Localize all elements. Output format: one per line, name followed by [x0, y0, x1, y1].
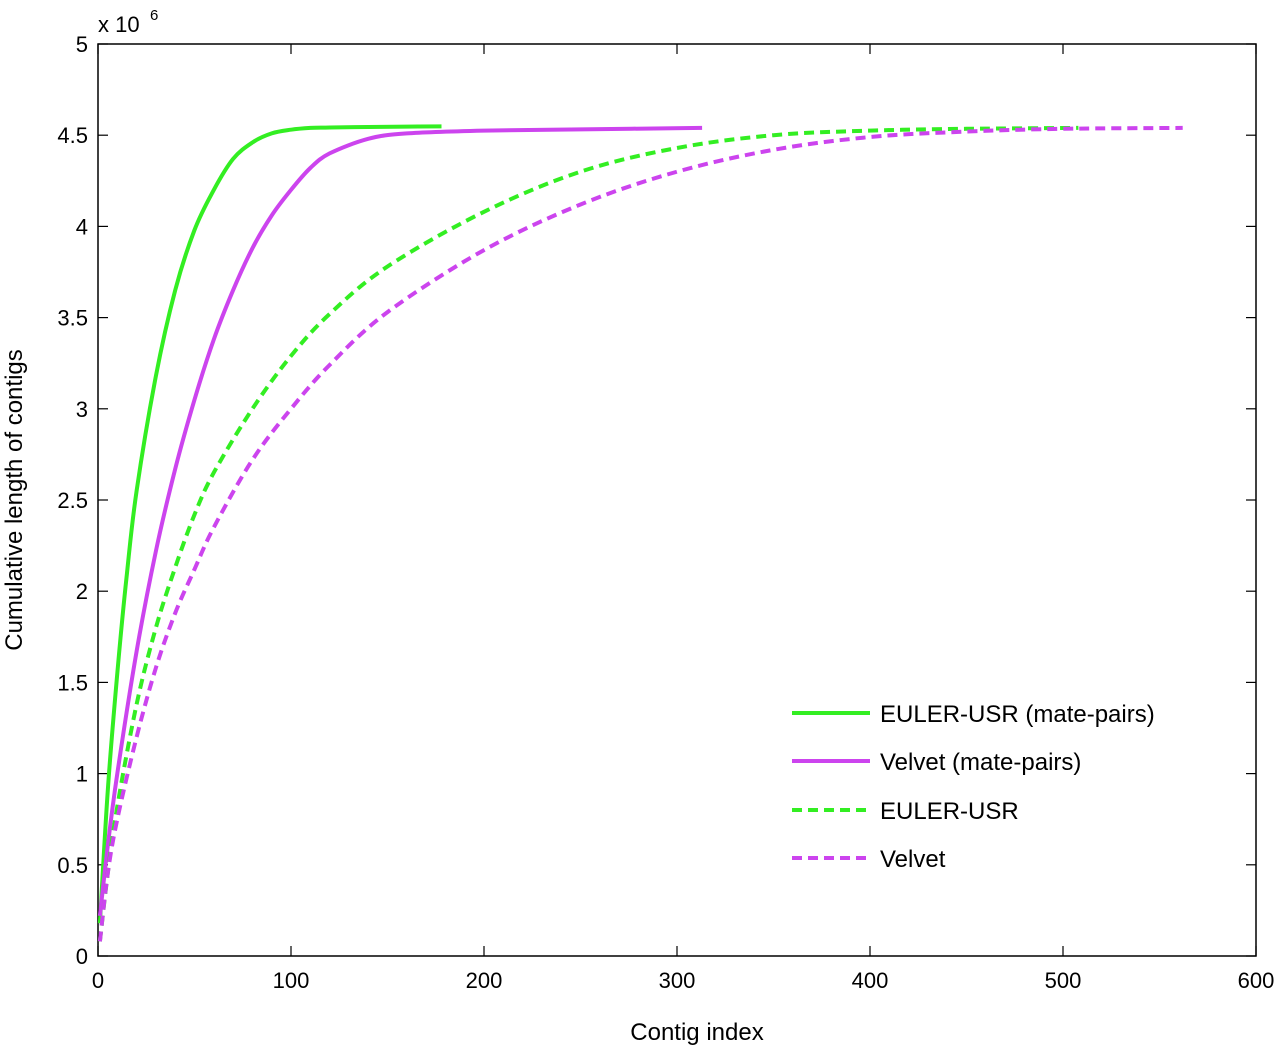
legend-label-velvet-mate-pairs: Velvet (mate-pairs) — [880, 749, 1081, 776]
series-line-velvet — [97, 125, 1183, 942]
y-tick-label: 1.5 — [57, 670, 88, 695]
series-line-velvet-mate-pairs — [97, 125, 703, 917]
y-axis-label: Cumulative length of contigs — [1, 349, 28, 651]
legend: EULER-USR (mate-pairs) Velvet (mate-pair… — [792, 701, 1155, 873]
axis-ticks: 0 100 200 300 400 500 600 0 0.5 1 1.5 2 2.5 3 3.5 4 4.5 5 — [57, 32, 1274, 993]
y-tick-label: 1 — [76, 762, 88, 787]
x-tick-label: 300 — [659, 968, 696, 993]
legend-label-velvet: Velvet — [880, 846, 946, 873]
y-tick-label: 3.5 — [57, 306, 88, 331]
series-lines — [97, 124, 1183, 942]
y-tick-label: 3 — [76, 397, 88, 422]
y-tick-label: 2 — [76, 579, 88, 604]
series-line-euler-mate-pairs — [97, 124, 442, 924]
y-tick-label: 0 — [76, 944, 88, 969]
legend-label-euler: EULER-USR — [880, 798, 1019, 825]
series-line-euler — [97, 125, 1079, 942]
y-tick-label: 4 — [76, 214, 88, 239]
x-tick-label: 100 — [273, 968, 310, 993]
plot-area-frame — [97, 43, 1257, 957]
x-tick-label: 600 — [1238, 968, 1275, 993]
y-multiplier-exponent: 6 — [150, 7, 158, 24]
x-tick-label: 200 — [466, 968, 503, 993]
y-tick-label: 0.5 — [57, 853, 88, 878]
x-tick-label: 0 — [92, 968, 104, 993]
y-tick-label: 5 — [76, 32, 88, 57]
y-tick-label: 4.5 — [57, 123, 88, 148]
y-multiplier-base: x 10 — [98, 12, 140, 37]
y-tick-label: 2.5 — [57, 488, 88, 513]
x-axis-label: Contig index — [630, 1019, 763, 1046]
x-tick-label: 400 — [852, 968, 889, 993]
x-tick-label: 500 — [1045, 968, 1082, 993]
legend-label-euler-mate-pairs: EULER-USR (mate-pairs) — [880, 701, 1155, 728]
